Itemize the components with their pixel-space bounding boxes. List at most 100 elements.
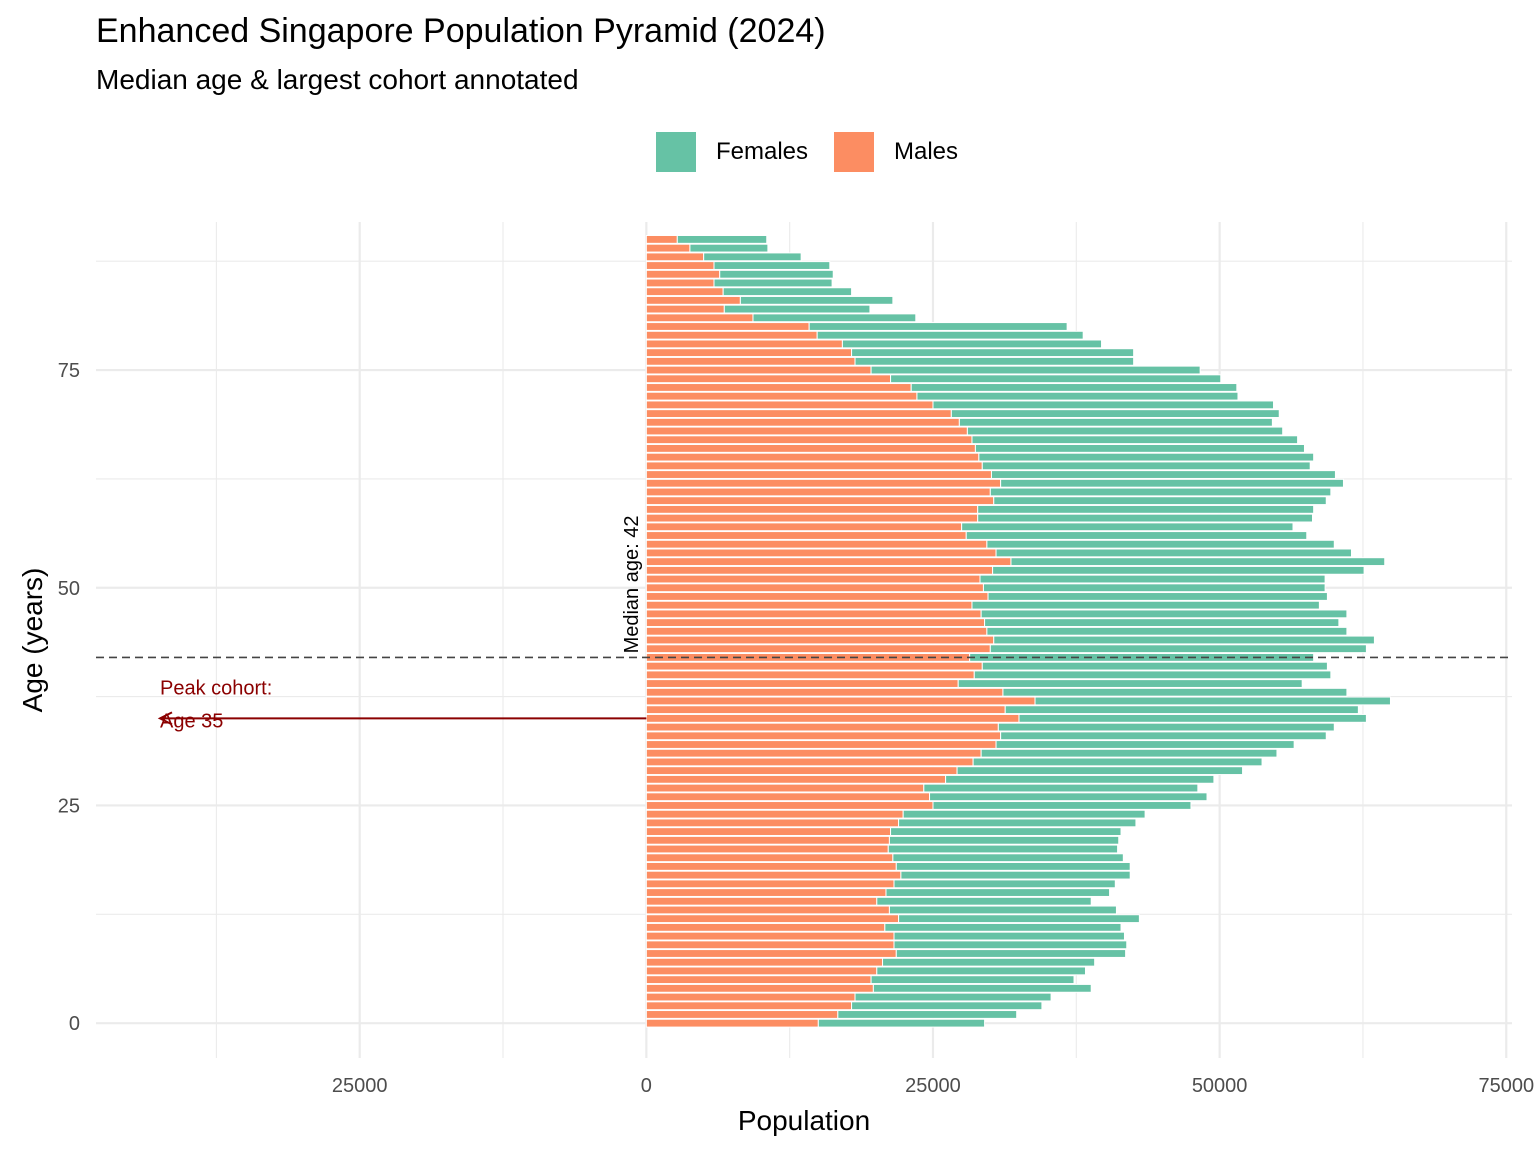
bar-female	[895, 861, 1131, 871]
bar-female	[1034, 696, 1391, 706]
bar-male	[645, 313, 754, 323]
bar-female	[739, 295, 894, 305]
bar-male	[645, 818, 900, 828]
bar-male	[645, 278, 715, 288]
bar-male	[645, 792, 931, 802]
bar-male	[645, 626, 988, 636]
bar-female	[703, 252, 802, 262]
bar-female	[971, 600, 1320, 610]
bar-female	[1004, 705, 1359, 715]
bar-male	[645, 269, 721, 279]
bar-male	[645, 696, 1036, 706]
bar-female	[979, 574, 1326, 584]
bar-female	[892, 853, 1124, 863]
axes: 25000 0 25000 50000 75000 0 25 50 75 Population Ag…	[17, 360, 1534, 1136]
bar-male	[645, 548, 997, 558]
bar-female	[722, 287, 853, 297]
bar-male	[645, 609, 982, 619]
x-tick-label: 50000	[1192, 1075, 1248, 1097]
bar-male	[645, 618, 986, 628]
bar-female	[993, 496, 1327, 506]
bar-male	[645, 417, 960, 427]
bar-female	[837, 1010, 1018, 1019]
bar-female	[945, 774, 1215, 784]
bar-male	[645, 687, 1004, 697]
bar-male	[645, 461, 983, 471]
bar-female	[950, 409, 1280, 419]
chart-title: Enhanced Singapore Population Pyramid (2…	[96, 12, 826, 50]
bar-male	[645, 443, 976, 453]
chart-subtitle: Median age & largest cohort annotated	[96, 64, 579, 95]
bar-female	[888, 835, 1120, 845]
bar-female	[893, 931, 1125, 941]
legend-swatch-females	[656, 132, 696, 172]
y-tick-label: 25	[58, 795, 80, 817]
bar-female	[713, 278, 833, 288]
bar-female	[982, 583, 1326, 593]
bar-female	[895, 949, 1127, 958]
bars	[645, 234, 1391, 1028]
bar-male	[645, 713, 1020, 723]
bar-female	[974, 443, 1305, 453]
bar-male	[645, 1018, 819, 1028]
bar-male	[645, 801, 934, 810]
bar-female	[965, 531, 1308, 540]
bar-male	[645, 809, 904, 819]
bar-female	[876, 966, 1086, 976]
bar-male	[645, 330, 818, 340]
bar-female	[932, 801, 1192, 810]
bar-female	[972, 757, 1263, 767]
bar-female	[932, 400, 1275, 410]
bar-male	[645, 426, 968, 436]
bar-female	[993, 635, 1375, 645]
bar-male	[645, 1001, 853, 1011]
bar-female	[1000, 478, 1344, 488]
bar-male	[645, 975, 872, 985]
median-age-label: Median age: 42	[621, 516, 643, 654]
bar-female	[885, 888, 1111, 897]
bar-male	[645, 740, 997, 749]
bar-male	[645, 983, 874, 993]
bar-female	[713, 261, 831, 270]
x-tick-label: 25000	[332, 1075, 388, 1097]
bar-female	[900, 870, 1131, 880]
bar-female	[910, 383, 1238, 392]
bar-male	[645, 348, 853, 358]
bar-female	[923, 783, 1199, 793]
bar-female	[676, 234, 768, 244]
annotations: Median age: 42 Peak cohort: Age 35	[96, 516, 1512, 732]
bar-male	[645, 992, 856, 1002]
bar-male	[645, 539, 988, 549]
bar-female	[872, 983, 1092, 993]
bar-male	[645, 940, 895, 950]
bar-male	[645, 322, 810, 331]
bar-female	[929, 792, 1208, 802]
bar-female	[1002, 687, 1348, 697]
bar-female	[898, 914, 1140, 924]
peak-cohort-label: Peak cohort:	[160, 677, 272, 699]
bar-male	[645, 470, 992, 479]
bar-male	[645, 365, 872, 375]
bar-female	[989, 487, 1332, 497]
bar-female	[854, 992, 1052, 1002]
bar-male	[645, 661, 983, 671]
bar-male	[645, 287, 724, 297]
bar-male	[645, 635, 995, 645]
bar-female	[723, 304, 871, 314]
bar-male	[645, 261, 715, 270]
bar-female	[992, 565, 1365, 575]
bar-male	[645, 339, 843, 349]
x-axis-title: Population	[738, 1105, 870, 1136]
bar-male	[645, 844, 889, 854]
bar-female	[1010, 557, 1386, 567]
bar-male	[645, 905, 890, 915]
bar-male	[645, 861, 897, 871]
bar-male	[645, 922, 886, 932]
bar-male	[645, 487, 991, 497]
y-tick-label: 0	[69, 1013, 80, 1035]
bar-male	[645, 391, 918, 401]
bar-male	[645, 234, 678, 244]
bar-female	[890, 374, 1222, 384]
bar-female	[980, 609, 1348, 619]
legend-label-males: Males	[894, 138, 959, 165]
